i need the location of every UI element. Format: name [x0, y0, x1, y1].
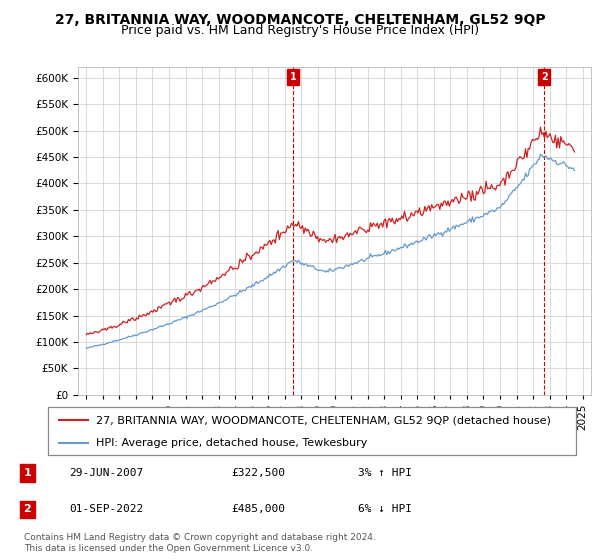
Text: 3% ↑ HPI: 3% ↑ HPI: [358, 468, 412, 478]
Text: 27, BRITANNIA WAY, WOODMANCOTE, CHELTENHAM, GL52 9QP: 27, BRITANNIA WAY, WOODMANCOTE, CHELTENH…: [55, 13, 545, 27]
Text: 01-SEP-2022: 01-SEP-2022: [70, 505, 144, 515]
Text: 6% ↓ HPI: 6% ↓ HPI: [358, 505, 412, 515]
Text: 27, BRITANNIA WAY, WOODMANCOTE, CHELTENHAM, GL52 9QP (detached house): 27, BRITANNIA WAY, WOODMANCOTE, CHELTENH…: [95, 416, 550, 426]
Text: 1: 1: [290, 72, 296, 82]
Text: £322,500: £322,500: [231, 468, 285, 478]
Text: 1: 1: [23, 468, 31, 478]
Text: 2: 2: [541, 72, 548, 82]
Text: 29-JUN-2007: 29-JUN-2007: [70, 468, 144, 478]
Text: Contains HM Land Registry data © Crown copyright and database right 2024.
This d: Contains HM Land Registry data © Crown c…: [24, 533, 376, 553]
Text: Price paid vs. HM Land Registry's House Price Index (HPI): Price paid vs. HM Land Registry's House …: [121, 24, 479, 36]
Text: £485,000: £485,000: [231, 505, 285, 515]
Text: 2: 2: [23, 505, 31, 515]
Text: HPI: Average price, detached house, Tewkesbury: HPI: Average price, detached house, Tewk…: [95, 438, 367, 448]
